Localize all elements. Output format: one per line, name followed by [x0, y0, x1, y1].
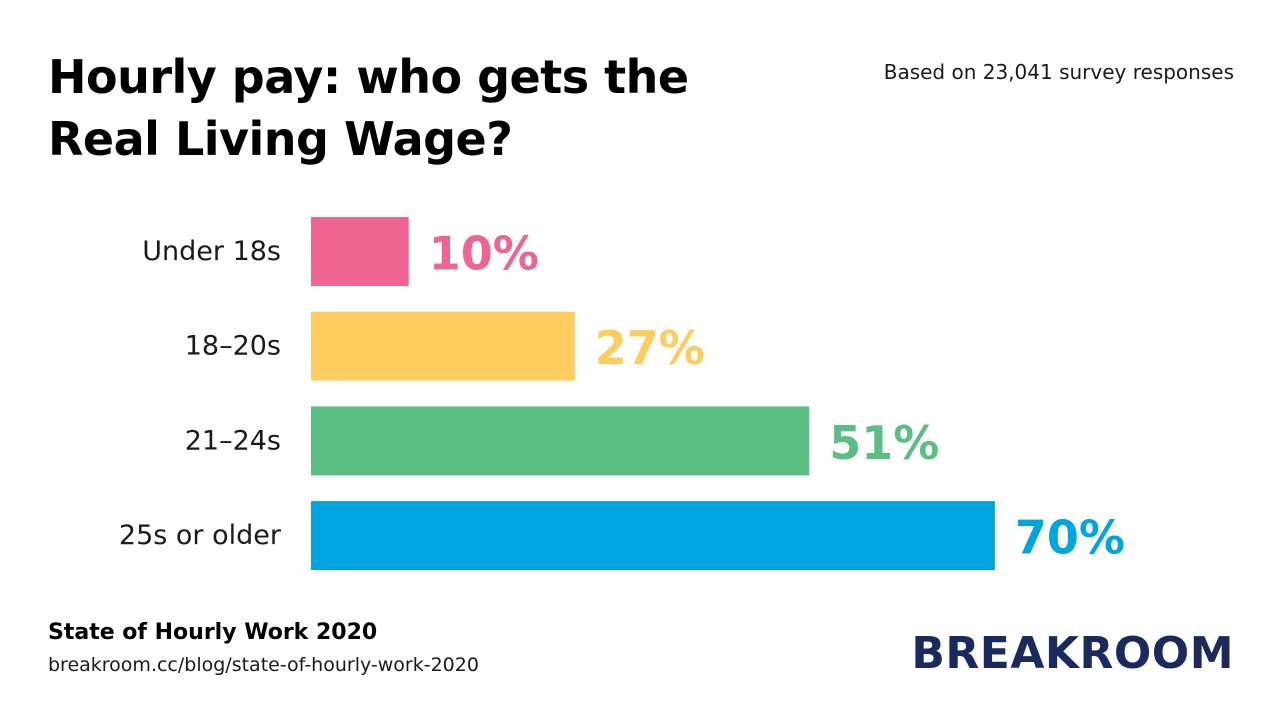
category-label: 18–20s: [185, 331, 281, 362]
category-label: 21–24s: [185, 425, 281, 456]
bar: [311, 311, 575, 381]
chart-title: Hourly pay: who gets the Real Living Wag…: [48, 50, 689, 166]
bar: [311, 217, 409, 286]
category-label: Under 18s: [142, 236, 281, 267]
source-url: breakroom.cc/blog/state-of-hourly-work-2…: [48, 654, 479, 676]
value-label: 10%: [429, 227, 539, 281]
value-label: 27%: [595, 321, 705, 375]
value-label: 51%: [829, 416, 939, 470]
bar: [311, 406, 810, 476]
value-label: 70%: [1015, 511, 1125, 565]
bar: [311, 501, 995, 571]
brand-logo: BREAKROOM: [911, 628, 1234, 679]
source-title: State of Hourly Work 2020: [48, 620, 378, 645]
category-label: 25s or older: [119, 520, 282, 551]
chart-subtitle: Based on 23,041 survey responses: [883, 60, 1234, 84]
